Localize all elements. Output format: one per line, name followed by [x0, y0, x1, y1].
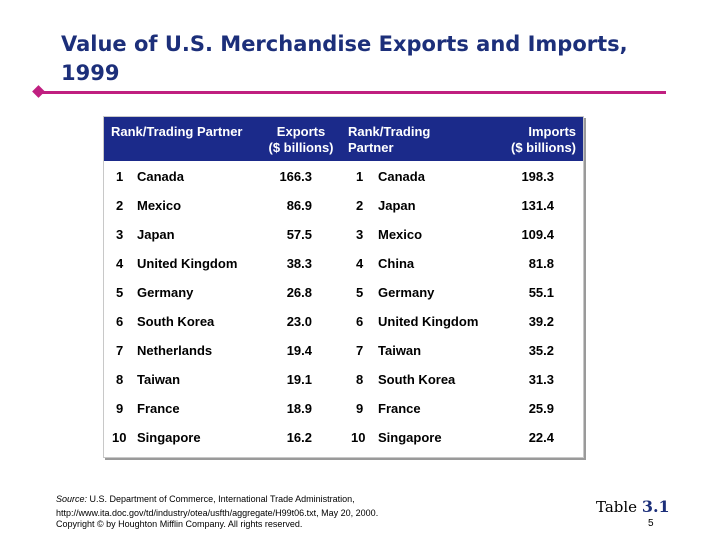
- import-rank: 8: [356, 372, 364, 387]
- import-partner: China: [378, 256, 415, 271]
- source-label: Source:: [56, 494, 88, 504]
- import-partner: South Korea: [378, 372, 456, 387]
- import-value: 31.3: [528, 372, 554, 387]
- source-citation: Source: U.S. Department of Commerce, Int…: [56, 492, 536, 520]
- table-header: Rank/Trading Partner Exports ($ billions…: [104, 117, 583, 161]
- header-rank-trading-partner: Rank/Trading Partner: [111, 124, 243, 139]
- export-rank: 5: [116, 285, 124, 300]
- import-partner: Japan: [378, 198, 416, 213]
- export-rank: 7: [116, 343, 124, 358]
- import-value: 25.9: [528, 401, 554, 416]
- import-rank: 1: [356, 169, 364, 184]
- table-label-word: Table: [596, 498, 638, 516]
- table-label-number: 3.1: [641, 497, 670, 516]
- export-rank: 10: [112, 430, 127, 445]
- import-rank: 10: [351, 430, 366, 445]
- header-imports: Imports ($ billions): [504, 124, 576, 156]
- export-value: 19.4: [286, 343, 312, 358]
- title-divider: [38, 91, 666, 94]
- table-row: 3 Japan 57.5 3 Mexico 109.4: [104, 220, 583, 249]
- source-text-line1: U.S. Department of Commerce, Internation…: [87, 494, 355, 504]
- import-rank: 3: [356, 227, 364, 242]
- export-value: 23.0: [286, 314, 312, 329]
- export-value: 38.3: [286, 256, 312, 271]
- export-partner: Germany: [137, 285, 194, 300]
- export-partner: Taiwan: [137, 372, 181, 387]
- table-row: 1 Canada 166.3 1 Canada 198.3: [104, 162, 583, 191]
- header-exports-line1: Exports: [276, 124, 326, 139]
- header-exports-line2: ($ billions): [268, 140, 334, 155]
- trade-table: Rank/Trading Partner Exports ($ billions…: [103, 116, 584, 458]
- header-import-rank-line1: Rank/Trading: [348, 124, 431, 139]
- export-partner: Canada: [137, 169, 184, 184]
- import-partner: Singapore: [378, 430, 442, 445]
- header-imports-line2: ($ billions): [511, 140, 576, 155]
- header-imports-line1: Imports: [528, 124, 576, 139]
- export-rank: 3: [116, 227, 124, 242]
- import-partner: France: [378, 401, 421, 416]
- table-row: 9 France 18.9 9 France 25.9: [104, 394, 583, 423]
- import-partner: Taiwan: [378, 343, 422, 358]
- export-rank: 1: [116, 169, 124, 184]
- import-rank: 9: [356, 401, 364, 416]
- import-rank: 2: [356, 198, 364, 213]
- export-rank: 4: [116, 256, 124, 271]
- import-partner: Germany: [378, 285, 435, 300]
- export-partner: Japan: [137, 227, 175, 242]
- import-value: 39.2: [528, 314, 554, 329]
- header-import-rank-line2: Partner: [348, 140, 394, 155]
- export-rank: 9: [116, 401, 124, 416]
- export-partner: Mexico: [137, 198, 182, 213]
- export-value: 57.5: [286, 227, 312, 242]
- table-number-label: Table 3.1: [596, 497, 670, 516]
- slide-title-line2: 1999: [61, 61, 120, 85]
- table-row: 4 United Kingdom 38.3 4 China 81.8: [104, 249, 583, 278]
- table-row: 8 Taiwan 19.1 8 South Korea 31.3: [104, 365, 583, 394]
- export-rank: 8: [116, 372, 124, 387]
- import-value: 131.4: [521, 198, 554, 213]
- import-partner: United Kingdom: [378, 314, 479, 329]
- export-partner: Singapore: [137, 430, 201, 445]
- import-value: 22.4: [528, 430, 554, 445]
- export-value: 18.9: [286, 401, 312, 416]
- table-row: 6 South Korea 23.0 6 United Kingdom 39.2: [104, 307, 583, 336]
- slide-title-line1: Value of U.S. Merchandise Exports and Im…: [61, 32, 628, 56]
- slide-title: Value of U.S. Merchandise Exports and Im…: [61, 30, 681, 88]
- table-row: 7 Netherlands 19.4 7 Taiwan 35.2: [104, 336, 583, 365]
- import-rank: 6: [356, 314, 364, 329]
- export-rank: 6: [116, 314, 124, 329]
- export-partner: France: [137, 401, 180, 416]
- export-value: 166.3: [279, 169, 312, 184]
- divider-diamond-marker: [32, 85, 45, 98]
- import-value: 55.1: [528, 285, 554, 300]
- import-value: 198.3: [521, 169, 554, 184]
- import-value: 109.4: [521, 227, 554, 242]
- copyright-notice: Copyright © by Houghton Mifflin Company.…: [56, 519, 303, 529]
- header-exports: Exports ($ billions): [267, 124, 335, 156]
- export-value: 26.8: [286, 285, 312, 300]
- export-value: 19.1: [286, 372, 312, 387]
- export-partner: Netherlands: [137, 343, 213, 358]
- export-value: 16.2: [286, 430, 312, 445]
- export-partner: United Kingdom: [137, 256, 238, 271]
- export-rank: 2: [116, 198, 124, 213]
- source-url: http://www.ita.doc.gov/td/industry/otea/…: [56, 508, 379, 518]
- table-row: 5 Germany 26.8 5 Germany 55.1: [104, 278, 583, 307]
- import-value: 81.8: [528, 256, 554, 271]
- page-number: 5: [648, 518, 654, 529]
- import-partner: Canada: [378, 169, 425, 184]
- table-row: 10 Singapore 16.2 10 Singapore 22.4: [104, 423, 583, 452]
- table-row: 2 Mexico 86.9 2 Japan 131.4: [104, 191, 583, 220]
- export-partner: South Korea: [137, 314, 215, 329]
- header-import-rank-partner: Rank/Trading Partner: [348, 124, 430, 156]
- export-value: 86.9: [286, 198, 312, 213]
- import-value: 35.2: [528, 343, 554, 358]
- import-rank: 5: [356, 285, 364, 300]
- import-partner: Mexico: [378, 227, 423, 242]
- import-rank: 7: [356, 343, 364, 358]
- import-rank: 4: [356, 256, 364, 271]
